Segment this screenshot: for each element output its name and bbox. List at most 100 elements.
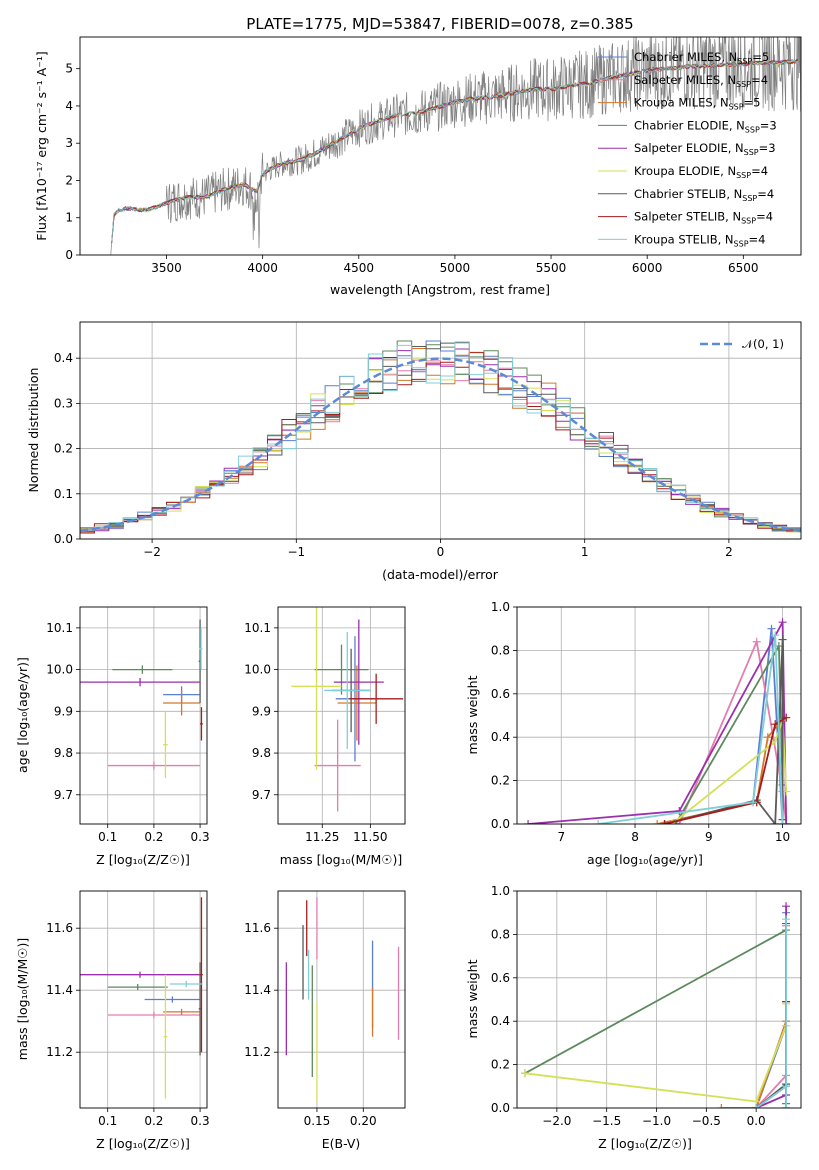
y-tick-label: 4	[65, 99, 73, 113]
legend-entry-subscript: SSP	[736, 80, 751, 89]
x-tick-label: −2	[143, 545, 161, 559]
x-tick-label: 10	[775, 830, 790, 844]
y-tick-label: 9.8	[54, 746, 73, 760]
legend-entry-name: Chabrier MILES, N	[634, 50, 737, 64]
legend-entry: Kroupa ELODIE, NSSP=4	[634, 164, 768, 180]
mass-weight-vs-age-panel: 7 8 9 10 0.0 0.2 0.4 0.6 0.8 1.0	[491, 600, 802, 844]
y-tick-label: 0	[65, 248, 73, 262]
y-tick-label: 11.4	[46, 983, 73, 997]
x-tick-label: 0.3	[191, 1114, 210, 1128]
x-tick-label: −0.5	[692, 1114, 721, 1128]
legend-entry-count: =5	[752, 50, 769, 64]
mass-weight-marker	[767, 624, 776, 633]
legend-entry: Kroupa STELIB, NSSP=4	[634, 232, 765, 248]
x-tick-label: −2.0	[542, 1114, 571, 1128]
residual-xlabel: (data-model)/error	[382, 567, 499, 582]
legend-entry: Salpeter ELODIE, NSSP=3	[634, 141, 776, 157]
legend-entry-count: =4	[751, 73, 768, 87]
y-tick-label: 0.0	[491, 1101, 510, 1115]
age-z-ylabel: age [log₁₀(age/yr)]	[15, 657, 30, 773]
x-tick-label: 3500	[151, 261, 182, 275]
residual-histogram-step	[80, 341, 801, 531]
mass-weight-marker	[782, 915, 791, 924]
mass-weight-marker	[782, 902, 791, 911]
mass-weight-line	[597, 634, 784, 824]
mass-weight-line	[664, 638, 784, 824]
legend-entry-count: =4	[757, 187, 774, 201]
mass-weight-line	[528, 621, 788, 824]
mass-weight-line	[755, 906, 787, 1108]
mass-weight-vs-z-panel: −2.0 −1.5 −1.0 −0.5 0.0 0.0 0.2 0.4 0.6 0.8 1.0	[491, 884, 802, 1128]
mass-weight-line	[755, 925, 787, 1108]
gaussian-legend-label: 𝒩(0, 1)	[742, 337, 784, 351]
y-tick-label: 0.6	[491, 687, 510, 701]
y-tick-label: 0.0	[491, 817, 510, 831]
y-tick-label: 1	[65, 211, 73, 225]
axes-frame	[79, 321, 802, 540]
plot-area	[110, 37, 801, 255]
x-tick-label: 0.15	[304, 1114, 331, 1128]
y-tick-label: 10.1	[244, 621, 271, 635]
mass-weight-marker	[778, 820, 787, 824]
mass-weight-marker	[752, 1104, 761, 1108]
y-tick-label: 3	[65, 136, 73, 150]
y-tick-label: 10.1	[46, 621, 73, 635]
y-tick-label: 0.0	[54, 532, 73, 546]
mass-weight-marker	[594, 820, 603, 824]
y-tick-label: 0.4	[491, 1014, 510, 1028]
mass-weight-marker	[675, 806, 684, 815]
legend-entry-name: Chabrier ELODIE, N	[634, 118, 745, 132]
legend-entry-count: =3	[759, 141, 776, 155]
y-tick-label: 0.2	[491, 1058, 510, 1072]
axes-frame	[79, 606, 208, 825]
age-z-xlabel: Z [log₁₀(Z/Z☉)]	[96, 852, 190, 867]
gaussian-curve	[80, 357, 801, 533]
mass-weight-marker	[778, 618, 787, 627]
x-tick-label: 6500	[728, 261, 759, 275]
mass-vs-ebv-panel: 0.15 0.20 11.2 11.4 11.6	[244, 890, 406, 1128]
y-tick-label: 0.4	[491, 730, 510, 744]
model-spectrum-line	[111, 59, 800, 243]
plot-area	[524, 618, 791, 824]
age-vs-mass-panel: 11.25 11.50 9.7 9.8 9.9 10.0 10.1	[244, 606, 406, 844]
mass-weight-marker	[782, 713, 791, 722]
mass-vs-z-panel: 0.1 0.2 0.3 11.2 11.4 11.6	[46, 890, 210, 1128]
legend-entry-count: =5	[744, 96, 761, 110]
residual-histogram-step	[80, 342, 801, 530]
legend-entry-subscript: SSP	[744, 148, 759, 157]
legend-entry-count: =3	[760, 118, 777, 132]
mass-weight-marker	[520, 1069, 529, 1078]
ebv-xlabel: E(B-V)	[322, 1136, 361, 1151]
mass-weight-marker	[749, 798, 758, 807]
plot-area	[520, 902, 791, 1108]
weight-age-ylabel: mass weight	[465, 675, 480, 754]
mass-weight-marker	[717, 1104, 726, 1108]
y-tick-label: 11.2	[244, 1045, 271, 1059]
age-vs-z-panel: 0.1 0.2 0.3 9.7 9.8 9.9 10.0 10.1	[46, 606, 210, 844]
legend-entry-name: Salpeter ELODIE, N	[634, 141, 744, 155]
mass-weight-marker	[752, 637, 761, 646]
mass-weight-line	[678, 640, 788, 824]
weight-z-ylabel: mass weight	[465, 959, 480, 1038]
mass-weight-marker	[782, 1104, 791, 1108]
legend-entry: Salpeter MILES, NSSP=4	[634, 73, 768, 89]
axes-frame	[277, 890, 406, 1109]
spectrum-panel: 3500 4000 4500 5000 5500 6000 6500 0 1 2 3 4 5 Chabri…	[65, 36, 802, 275]
mass-weight-line	[755, 912, 787, 1108]
mass-z-xlabel: Z [log₁₀(Z/Z☉)]	[96, 1136, 190, 1151]
model-spectrum-line	[111, 59, 800, 242]
legend-entry-name: Salpeter MILES, N	[634, 73, 736, 87]
weight-age-xlabel: age [log₁₀(age/yr)]	[587, 852, 703, 867]
legend-entry-name: Chabrier STELIB, N	[634, 187, 742, 201]
mass-weight-marker	[771, 631, 780, 640]
plot-area	[80, 619, 203, 779]
mass-weight-marker	[782, 787, 791, 796]
x-tick-label: 4500	[344, 261, 375, 275]
legend-entry-subscript: SSP	[729, 103, 744, 112]
x-tick-label: 2	[725, 545, 733, 559]
y-tick-label: 9.8	[252, 746, 271, 760]
y-tick-label: 0.6	[491, 971, 510, 985]
x-tick-label: 0	[437, 545, 445, 559]
plot-area	[291, 607, 404, 812]
x-tick-label: 0.2	[144, 1114, 163, 1128]
